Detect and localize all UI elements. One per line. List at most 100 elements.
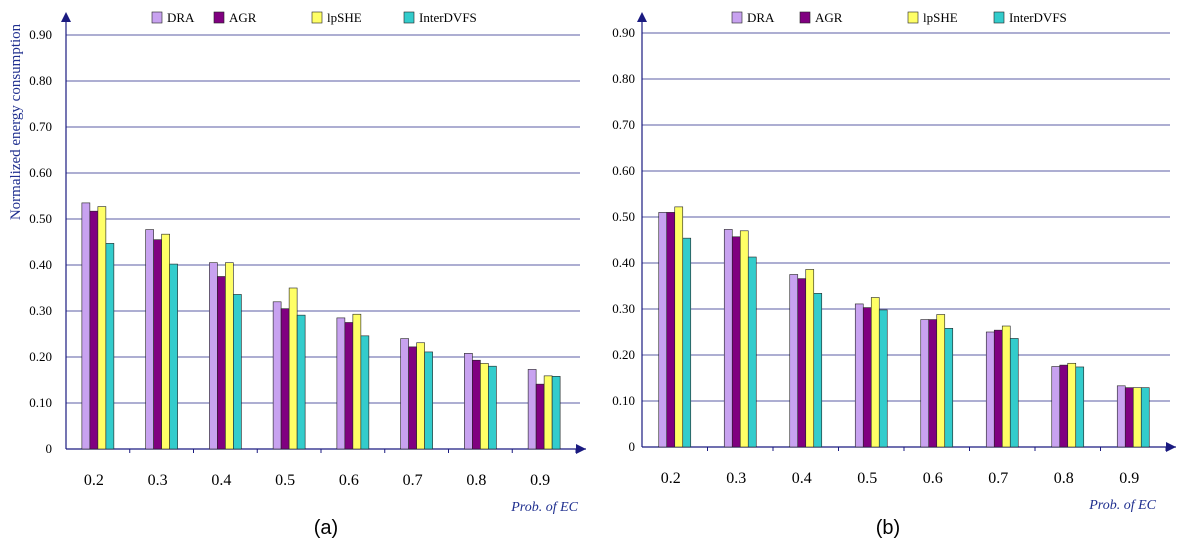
- x-category-label: 0.4: [792, 470, 812, 487]
- legend-label: AGR: [229, 10, 257, 25]
- bar-interdvfs: [1140, 387, 1150, 448]
- bar-interdvfs: [360, 335, 370, 450]
- legend-label: lpSHE: [327, 10, 362, 25]
- x-category-label: 0.5: [857, 470, 877, 487]
- y-tick-label: 0: [629, 439, 636, 454]
- bar-agr: [797, 278, 807, 448]
- y-tick-label: 0.70: [29, 119, 52, 134]
- y-tick-label: 0.50: [29, 211, 52, 226]
- x-category-label: 0.2: [84, 472, 104, 489]
- bar-lpshe: [225, 262, 234, 450]
- bar-dra: [854, 303, 864, 448]
- bar-dra: [81, 202, 91, 450]
- y-tick-label: 0.10: [612, 393, 635, 408]
- bar-agr: [993, 329, 1003, 448]
- bar-dra: [336, 317, 346, 450]
- y-axis-arrow: [637, 12, 647, 22]
- y-tick-label: 0.80: [29, 73, 52, 88]
- bar-interdvfs: [105, 243, 115, 450]
- bar-lpshe: [1001, 325, 1011, 448]
- legend-swatch: [151, 11, 163, 24]
- bar-agr: [731, 236, 741, 448]
- bar-interdvfs: [944, 328, 954, 448]
- bar-lpshe: [416, 342, 425, 450]
- y-tick-label: 0.40: [612, 255, 635, 270]
- legend-swatch: [799, 11, 811, 24]
- legend-swatch: [213, 11, 225, 24]
- y-axis-label: Normalized energy consumption: [8, 23, 24, 220]
- bar-dra: [1116, 385, 1126, 448]
- legend-label: DRA: [747, 10, 775, 25]
- bar-agr: [472, 359, 481, 450]
- bar-interdvfs: [424, 351, 433, 450]
- bar-interdvfs: [551, 376, 561, 450]
- x-category-label: 0.6: [923, 470, 943, 487]
- bar-lpshe: [1132, 387, 1142, 448]
- bar-dra: [464, 353, 473, 450]
- bar-interdvfs: [813, 293, 823, 448]
- x-category-label: 0.3: [726, 470, 746, 487]
- bar-interdvfs: [682, 237, 692, 448]
- bar-dra: [527, 369, 537, 450]
- chart-panel-b: 0 0.10 0.20 0.30 0.40 0.50 0.60 0.70 0.80 0.90 0.2…: [590, 0, 1179, 546]
- y-tick-label: 0.50: [612, 209, 635, 224]
- x-category-label: 0.9: [1119, 470, 1139, 487]
- y-tick-label: 0.60: [612, 163, 635, 178]
- x-axis-arrow: [576, 444, 586, 454]
- x-category-label: 0.6: [339, 472, 359, 489]
- bar-agr: [153, 239, 162, 450]
- y-tick-label: 0.60: [29, 165, 52, 180]
- bar-dra: [1051, 366, 1061, 448]
- x-category-label: 0.8: [1054, 470, 1074, 487]
- bar-dra: [400, 338, 409, 450]
- bar-dra: [145, 229, 154, 450]
- legend-swatch: [311, 11, 323, 24]
- bar-dra: [209, 262, 218, 450]
- bar-agr: [862, 307, 872, 448]
- legend-swatch: [731, 11, 743, 24]
- legend-swatch: [993, 11, 1005, 24]
- y-axis-arrow: [61, 12, 71, 22]
- x-category-label: 0.2: [661, 470, 681, 487]
- bar-lpshe: [1067, 362, 1077, 448]
- y-tick-label: 0.30: [29, 303, 52, 318]
- y-tick-label: 0.20: [612, 347, 635, 362]
- bar-interdvfs: [296, 314, 306, 450]
- bar-interdvfs: [488, 365, 497, 450]
- bar-agr: [408, 346, 417, 450]
- bar-dra: [658, 212, 668, 448]
- x-axis-label: Prob. of EC: [510, 500, 578, 515]
- bar-agr: [1124, 387, 1134, 448]
- y-tick-label: 0.10: [29, 395, 52, 410]
- x-category-label: 0.9: [530, 472, 550, 489]
- bar-dra: [723, 229, 733, 448]
- bar-lpshe: [805, 269, 815, 448]
- bar-agr: [217, 276, 226, 450]
- y-tick-label: 0.30: [612, 301, 635, 316]
- panel-label: (a): [314, 517, 338, 539]
- legend-swatch: [403, 11, 415, 24]
- bar-dra: [789, 274, 799, 448]
- bar-lpshe: [936, 314, 946, 448]
- x-category-label: 0.7: [988, 470, 1008, 487]
- chart-panel-a: 0 0.10 0.20 0.30 0.40 0.50 0.60 0.70 0.80 0.90 0.2…: [8, 10, 586, 539]
- bar-interdvfs: [1009, 338, 1019, 448]
- legend-swatch: [907, 11, 919, 24]
- x-axis-arrow: [1166, 442, 1176, 452]
- bar-interdvfs: [169, 263, 178, 450]
- bar-lpshe: [480, 363, 489, 450]
- bar-agr: [344, 322, 354, 450]
- bar-agr: [666, 212, 676, 448]
- x-category-label: 0.5: [275, 472, 295, 489]
- y-tick-label: 0.90: [29, 27, 52, 42]
- bar-lpshe: [97, 206, 107, 450]
- bar-lpshe: [543, 375, 553, 450]
- x-category-label: 0.4: [211, 472, 231, 489]
- bar-lpshe: [352, 313, 362, 450]
- legend-label: lpSHE: [923, 10, 958, 25]
- x-category-label: 0.3: [148, 472, 168, 489]
- legend-label: InterDVFS: [1009, 10, 1067, 25]
- y-tick-label: 0.70: [612, 117, 635, 132]
- bar-interdvfs: [1075, 366, 1085, 448]
- x-category-label: 0.8: [466, 472, 486, 489]
